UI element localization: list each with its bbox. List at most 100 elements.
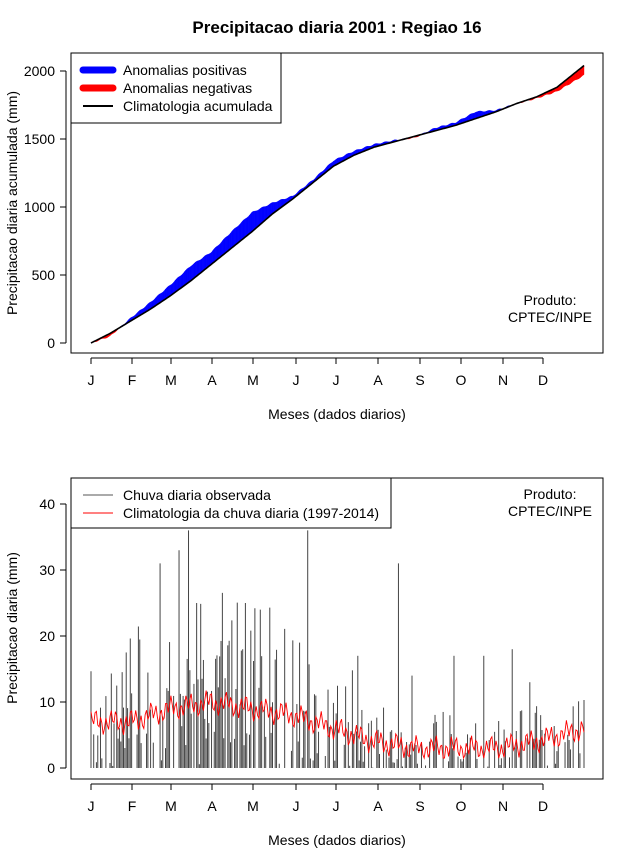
anomaly-segment (218, 243, 220, 260)
anomaly-segment (196, 260, 199, 277)
cumulative-legend: Anomalias positivas Anomalias negativas … (70, 52, 282, 124)
anomaly-segment (235, 226, 238, 245)
x-tick-label: F (128, 372, 137, 388)
legend-label-observed: Chuva diaria observada (123, 487, 271, 503)
x-tick-label: M (165, 372, 177, 388)
anomaly-segment (247, 214, 250, 236)
x-tick-label: A (207, 372, 217, 388)
anomaly-segment (243, 218, 246, 239)
x-tick-label: M (165, 798, 177, 814)
anomaly-segment (212, 248, 215, 264)
anomaly-segment (249, 212, 252, 235)
anomaly-segment (250, 211, 253, 233)
y-tick-label: 1500 (24, 131, 55, 147)
legend-label-negative: Anomalias negativas (123, 80, 252, 96)
anomaly-segment (238, 223, 241, 243)
anomaly-segment (234, 227, 237, 247)
product-source: CPTEC/INPE (508, 309, 592, 325)
anomaly-segment (197, 260, 200, 276)
anomaly-segment (201, 256, 204, 273)
anomaly-segment (188, 266, 191, 283)
x-tick-label: M (247, 798, 259, 814)
anomaly-segment (251, 211, 254, 232)
anomaly-segment (242, 219, 245, 240)
anomaly-segment (193, 261, 196, 279)
anomaly-segment (211, 249, 214, 265)
x-tick-label: N (498, 798, 508, 814)
anomaly-segment (182, 271, 185, 287)
anomaly-segment (195, 260, 197, 278)
x-tick-label: A (207, 798, 217, 814)
anomaly-segment (205, 254, 208, 269)
anomaly-segment (184, 269, 187, 286)
legend-label-climatology: Climatologia da chuva diaria (1997-2014) (123, 505, 379, 521)
anomaly-segment (256, 210, 258, 229)
anomaly-segment (262, 206, 265, 223)
y-tick-label: 20 (39, 628, 55, 644)
anomaly-segment (224, 236, 227, 254)
x-tick-label: O (456, 372, 467, 388)
anomaly-segment (176, 277, 178, 292)
anomaly-segment (239, 221, 242, 242)
anomaly-segment (189, 265, 192, 282)
anomaly-segment (180, 274, 182, 289)
anomaly-segment (174, 278, 177, 293)
cumulative-plot-frame (70, 52, 604, 354)
daily-plot-area (90, 530, 585, 768)
y-tick-label: 0 (47, 760, 55, 776)
anomaly-segment (222, 238, 224, 256)
anomaly-segment (215, 245, 218, 262)
anomaly-segment (226, 235, 228, 253)
anomaly-segment (214, 246, 216, 263)
y-tick-label: 1000 (24, 199, 55, 215)
anomaly-segment (233, 228, 235, 248)
x-tick-label: J (293, 798, 300, 814)
anomaly-segment (260, 207, 262, 225)
anomaly-segment (203, 255, 205, 272)
anomaly-segment (264, 206, 266, 222)
cumulative-y-axis: 0 500 1000 1500 2000 (24, 63, 67, 351)
y-tick-label: 0 (47, 335, 55, 351)
y-tick-label: 40 (39, 496, 55, 512)
anomaly-segment (168, 285, 170, 298)
product-label: Produto: (524, 486, 577, 502)
anomaly-segment (228, 232, 231, 251)
anomaly-segment (207, 253, 210, 268)
legend-box (70, 477, 392, 529)
anomaly-segment (254, 210, 257, 230)
cumulative-y-label: Precipitacao diaria acumulada (mm) (4, 91, 20, 315)
anomaly-segment (223, 237, 226, 255)
x-tick-label: J (88, 372, 95, 388)
anomaly-segment (253, 210, 256, 231)
daily-legend: Chuva diaria observada Climatologia da c… (70, 477, 392, 529)
x-tick-label: J (88, 798, 95, 814)
anomaly-segment (192, 263, 195, 280)
y-tick-label: 10 (39, 694, 55, 710)
anomaly-segment (185, 268, 188, 285)
x-tick-label: M (247, 372, 259, 388)
x-tick-label: S (415, 372, 424, 388)
anomaly-segment (181, 272, 184, 288)
legend-label-positive: Anomalias positivas (123, 62, 247, 78)
climatology-daily-line (90, 690, 585, 760)
x-tick-label: N (498, 372, 508, 388)
cumulative-x-label: Meses (dados diarios) (268, 406, 406, 422)
x-tick-label: F (128, 798, 137, 814)
y-tick-label: 2000 (24, 63, 55, 79)
climatology-line (90, 64, 585, 344)
anomaly-segment (227, 234, 230, 252)
y-tick-label: 500 (32, 267, 56, 283)
anomaly-segment (231, 229, 234, 249)
anomaly-segment (245, 217, 247, 238)
cumulative-plot-area (90, 64, 585, 344)
x-tick-label: J (333, 798, 340, 814)
x-tick-label: S (415, 798, 424, 814)
chart-title: Precipitacao diaria 2001 : Regiao 16 (192, 18, 481, 37)
anomaly-segment (230, 230, 233, 250)
x-tick-label: J (293, 372, 300, 388)
x-tick-label: D (538, 372, 548, 388)
product-label: Produto: (524, 292, 577, 308)
